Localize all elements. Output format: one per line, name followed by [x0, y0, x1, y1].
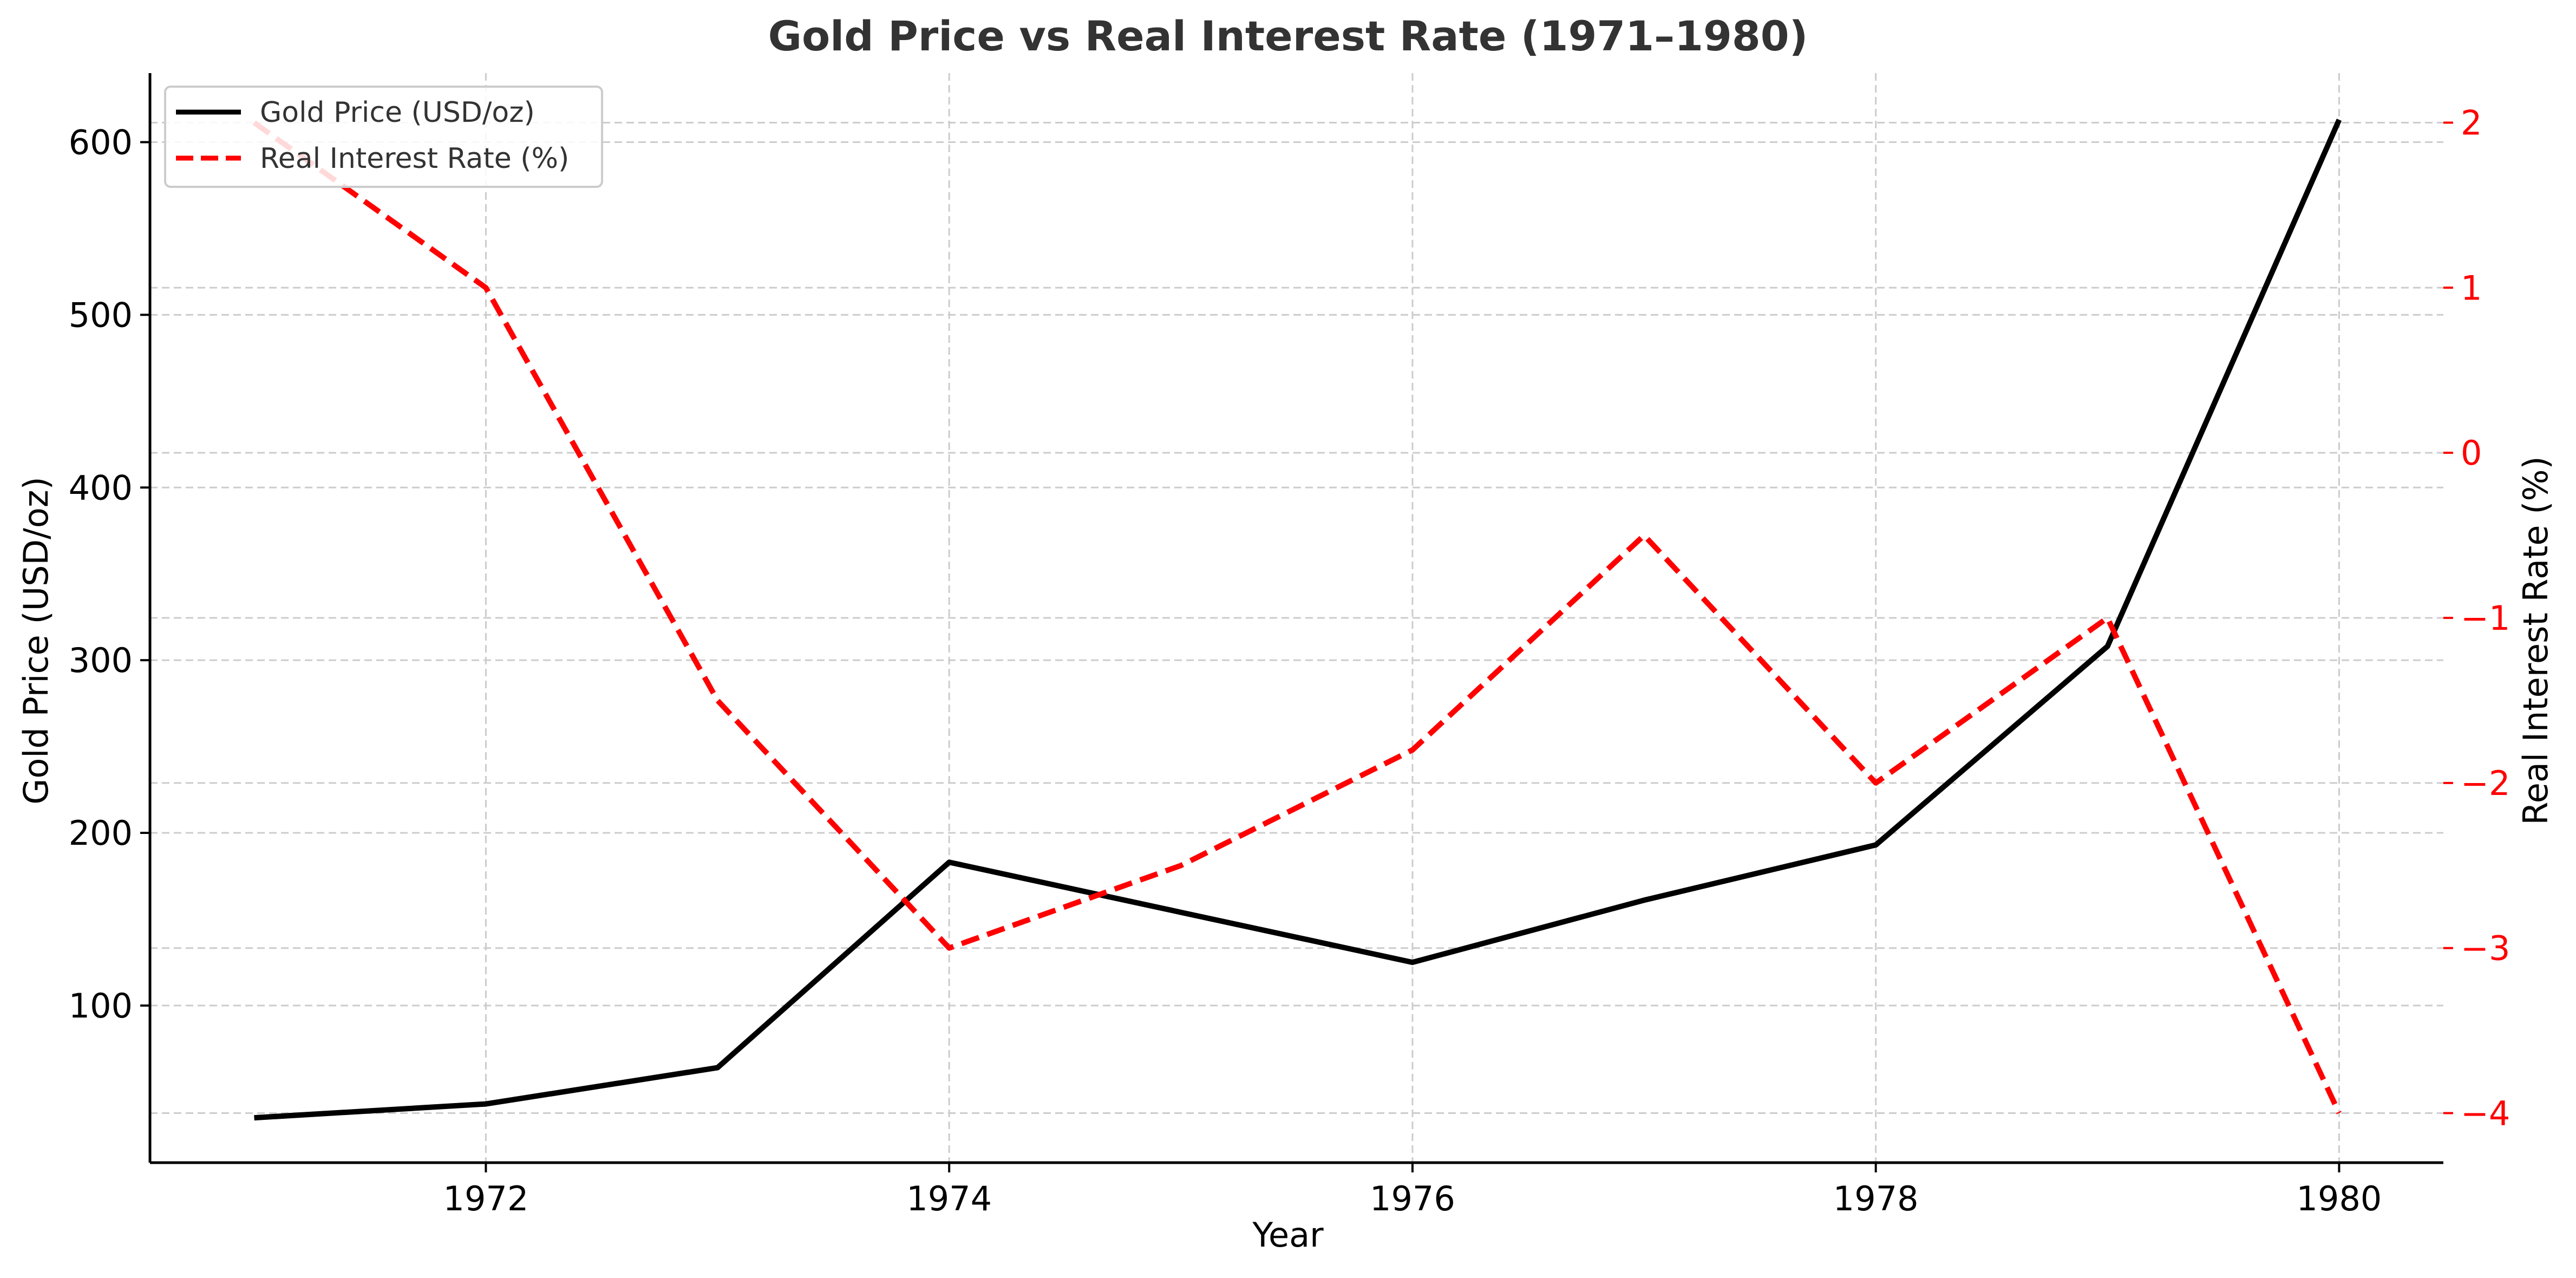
- gold-price-line: [254, 119, 2342, 1121]
- legend-label-gold: Gold Price (USD/oz): [260, 96, 535, 129]
- series-layer: [252, 119, 2342, 1121]
- legend-box: [164, 86, 603, 188]
- y-tick-label-left: 200: [69, 813, 133, 853]
- legend-label-rate: Real Interest Rate (%): [260, 142, 569, 175]
- x-tick-label: 1976: [1370, 1179, 1455, 1218]
- x-tick-label: 1974: [906, 1179, 992, 1218]
- x-tick-label: 1972: [443, 1179, 529, 1218]
- y-tick-label-left: 100: [69, 986, 133, 1026]
- y-axis-label-right: Real Interest Rate (%): [2516, 456, 2555, 825]
- y-tick-label-left: 300: [69, 641, 133, 680]
- y-axis-label-left: Gold Price (USD/oz): [16, 477, 56, 804]
- ticks: 1972 1974 1976 1978 1980 100 200 300 400 500 600 −4…: [69, 103, 2510, 1218]
- x-axis-label: Year: [1252, 1215, 1324, 1255]
- grid: [150, 73, 2443, 1163]
- y-tick-label-right: −2: [2461, 764, 2510, 803]
- y-tick-label-right: 0: [2461, 433, 2482, 473]
- chart-title: Gold Price vs Real Interest Rate (1971–1…: [768, 12, 1808, 60]
- axes: [148, 73, 2443, 1164]
- x-tick-label: 1980: [2297, 1179, 2382, 1218]
- y-tick-label-right: 2: [2461, 103, 2482, 142]
- y-tick-label-left: 500: [69, 295, 133, 335]
- y-tick-label-right: −4: [2461, 1094, 2510, 1133]
- y-tick-label-right: 1: [2461, 268, 2482, 308]
- y-tick-label-left: 600: [69, 123, 133, 162]
- x-tick-label: 1978: [1833, 1179, 1919, 1218]
- y-tick-label-left: 400: [69, 468, 133, 507]
- y-tick-label-right: −1: [2461, 598, 2510, 638]
- legend: Gold Price (USD/oz) Real Interest Rate (…: [164, 86, 603, 188]
- y-tick-label-right: −3: [2461, 929, 2510, 968]
- real-interest-rate-line: [252, 120, 2342, 1114]
